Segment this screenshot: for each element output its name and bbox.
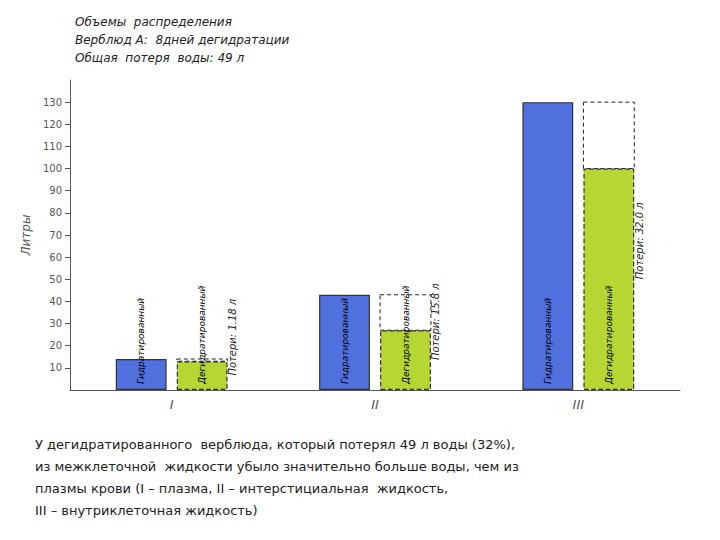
svg-text:Дегидратированный: Дегидратированный (604, 285, 614, 385)
svg-text:20: 20 (49, 340, 62, 351)
svg-text:Верблюд А: 8дней дегидратации: Верблюд А: 8дней дегидратации (75, 33, 290, 47)
svg-text:100: 100 (43, 163, 62, 174)
svg-text:Дегидратированный: Дегидратированный (197, 285, 207, 385)
svg-text:120: 120 (43, 119, 62, 130)
svg-text:Гидратированный: Гидратированный (340, 298, 350, 384)
svg-text:из межклеточной жидкости убыл: из межклеточной жидкости убыло значитель… (35, 459, 519, 474)
svg-text:плазмы крови (I – плазма, II –: плазмы крови (I – плазма, II – интерстиц… (35, 481, 448, 496)
svg-text:Гидратированный: Гидратированный (136, 298, 146, 384)
svg-text:III: III (573, 397, 585, 412)
svg-text:Литры: Литры (19, 215, 33, 257)
svg-text:Дегидратированный: Дегидратированный (401, 285, 411, 385)
svg-text:30: 30 (49, 318, 62, 329)
svg-text:40: 40 (49, 296, 62, 307)
svg-text:130: 130 (43, 97, 62, 108)
svg-text:Общая потеря воды: 49 л: Общая потеря воды: 49 л (75, 51, 245, 65)
svg-text:10: 10 (49, 362, 62, 373)
svg-text:III – внутриклеточная жидкость: III – внутриклеточная жидкость) (35, 503, 258, 518)
svg-text:Потери: 32.0 л: Потери: 32.0 л (634, 202, 645, 279)
svg-text:70: 70 (49, 230, 62, 241)
svg-text:60: 60 (49, 252, 62, 263)
svg-text:80: 80 (49, 207, 62, 218)
svg-text:У дегидратированного верблюда: У дегидратированного верблюда, который п… (35, 437, 515, 452)
svg-text:Гидратированный: Гидратированный (543, 298, 553, 384)
svg-text:50: 50 (49, 274, 62, 285)
svg-text:110: 110 (43, 141, 62, 152)
svg-text:II: II (371, 397, 379, 412)
svg-text:Потери: 1.18 л: Потери: 1.18 л (227, 298, 238, 375)
svg-text:I: I (170, 397, 174, 412)
svg-text:Объемы распределения: Объемы распределения (75, 15, 232, 29)
svg-text:90: 90 (49, 185, 62, 196)
svg-text:Потери: 15.8 л: Потери: 15.8 л (430, 283, 441, 360)
